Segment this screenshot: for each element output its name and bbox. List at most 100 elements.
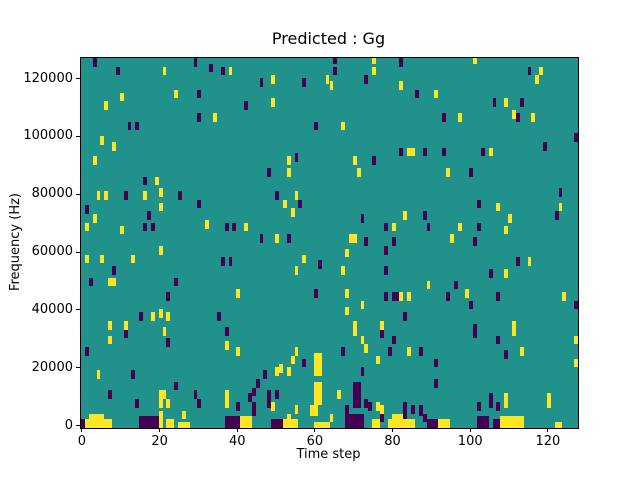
heatmap-cell — [543, 141, 547, 151]
x-tick-mark — [547, 428, 549, 432]
x-tick-label: 60 — [306, 434, 324, 449]
heatmap-cell — [92, 58, 97, 67]
y-tick-mark — [76, 425, 80, 427]
heatmap-cell — [473, 237, 478, 246]
heatmap-cell — [88, 413, 105, 420]
heatmap-cell — [193, 390, 198, 400]
heatmap-cell — [131, 254, 136, 264]
heatmap-cell — [364, 75, 369, 85]
heatmap-cell — [286, 413, 291, 423]
heatmap-cell — [174, 89, 179, 99]
heatmap-cell — [496, 401, 501, 411]
heatmap-cell — [259, 234, 264, 243]
heatmap-cell — [418, 347, 423, 356]
x-tick-mark — [159, 428, 161, 432]
heatmap-cell — [108, 321, 113, 330]
heatmap-cell — [504, 393, 509, 402]
heatmap-cell — [282, 419, 299, 428]
heatmap-cell — [527, 66, 532, 76]
heatmap-cell — [251, 407, 256, 417]
heatmap-cell — [422, 413, 427, 423]
heatmap-cell — [286, 234, 291, 243]
y-tick-label: 60000 — [31, 244, 73, 260]
heatmap-cell — [84, 222, 89, 232]
x-tick-label: 120 — [535, 434, 561, 449]
heatmap-cell — [84, 254, 89, 264]
heatmap-cell — [135, 399, 140, 408]
heatmap-cell — [426, 280, 431, 290]
heatmap-cell — [232, 222, 237, 232]
heatmap-cell — [313, 381, 322, 405]
heatmap-cell — [310, 404, 318, 417]
heatmap-cell — [108, 390, 113, 400]
heatmap-cell — [104, 101, 109, 111]
heatmap-cell — [108, 335, 113, 345]
heatmap-cell — [294, 347, 299, 356]
heatmap-cell — [477, 401, 481, 411]
heatmap-cell — [379, 404, 384, 414]
heatmap-cell — [372, 66, 377, 76]
heatmap-cell — [352, 381, 361, 408]
heatmap-cell — [496, 202, 501, 212]
heatmap-cell — [364, 237, 369, 246]
heatmap-cell — [376, 355, 380, 365]
heatmap-cell — [263, 370, 268, 379]
y-tick-label: 100000 — [23, 128, 73, 144]
x-tick-mark — [81, 428, 83, 432]
heatmap-cell — [554, 211, 559, 220]
heatmap-cell — [123, 321, 128, 330]
heatmap-cell — [143, 176, 147, 186]
heatmap-cell — [511, 110, 516, 119]
heatmap-cell — [558, 202, 563, 212]
heatmap-cell — [515, 112, 520, 122]
heatmap-cell — [123, 190, 128, 200]
heatmap-cell — [379, 321, 384, 330]
heatmap-cell — [488, 147, 493, 157]
heatmap-cell — [84, 347, 89, 356]
heatmap-cell — [100, 254, 105, 264]
heatmap-cell — [166, 338, 171, 348]
heatmap-cell — [329, 81, 334, 90]
heatmap-cell — [508, 214, 512, 223]
heatmap-cell — [286, 367, 291, 376]
heatmap-cell — [92, 156, 97, 165]
heatmap-cell — [414, 89, 419, 99]
heatmap-cell — [368, 401, 373, 411]
heatmap-cell — [399, 292, 404, 301]
heatmap-cell — [469, 300, 474, 310]
heatmap-cell — [313, 352, 322, 376]
x-tick-mark — [392, 428, 394, 432]
heatmap-cell — [100, 136, 105, 145]
x-tick-mark — [314, 428, 316, 432]
y-tick-mark — [76, 135, 80, 137]
heatmap-cell — [527, 257, 532, 267]
heatmap-cell — [333, 58, 338, 64]
heatmap-plot-area — [80, 57, 579, 429]
heatmap-cell — [395, 292, 400, 301]
heatmap-cell — [337, 390, 342, 400]
heatmap-cell — [220, 66, 225, 76]
heatmap-cell — [352, 156, 357, 165]
y-tick-mark — [76, 78, 80, 80]
heatmap-cell — [477, 199, 481, 209]
heatmap-cell — [364, 399, 369, 408]
heatmap-cell — [511, 321, 516, 330]
y-tick-mark — [76, 367, 80, 369]
heatmap-cell — [178, 422, 190, 428]
heatmap-cell — [434, 358, 439, 368]
heatmap-cell — [275, 390, 280, 400]
heatmap-cell — [341, 266, 346, 275]
heatmap-cell — [387, 419, 415, 428]
heatmap-cell — [162, 390, 167, 400]
heatmap-cell — [275, 367, 280, 376]
x-tick-mark — [469, 428, 471, 432]
heatmap-cell — [275, 190, 280, 200]
heatmap-cell — [267, 399, 272, 408]
heatmap-cell — [574, 133, 578, 142]
heatmap-cell — [574, 300, 578, 310]
heatmap-cell — [294, 153, 299, 163]
x-tick-mark — [236, 428, 238, 432]
heatmap-cell — [407, 347, 412, 356]
heatmap-cell — [197, 399, 202, 408]
heatmap-cell — [302, 358, 307, 368]
